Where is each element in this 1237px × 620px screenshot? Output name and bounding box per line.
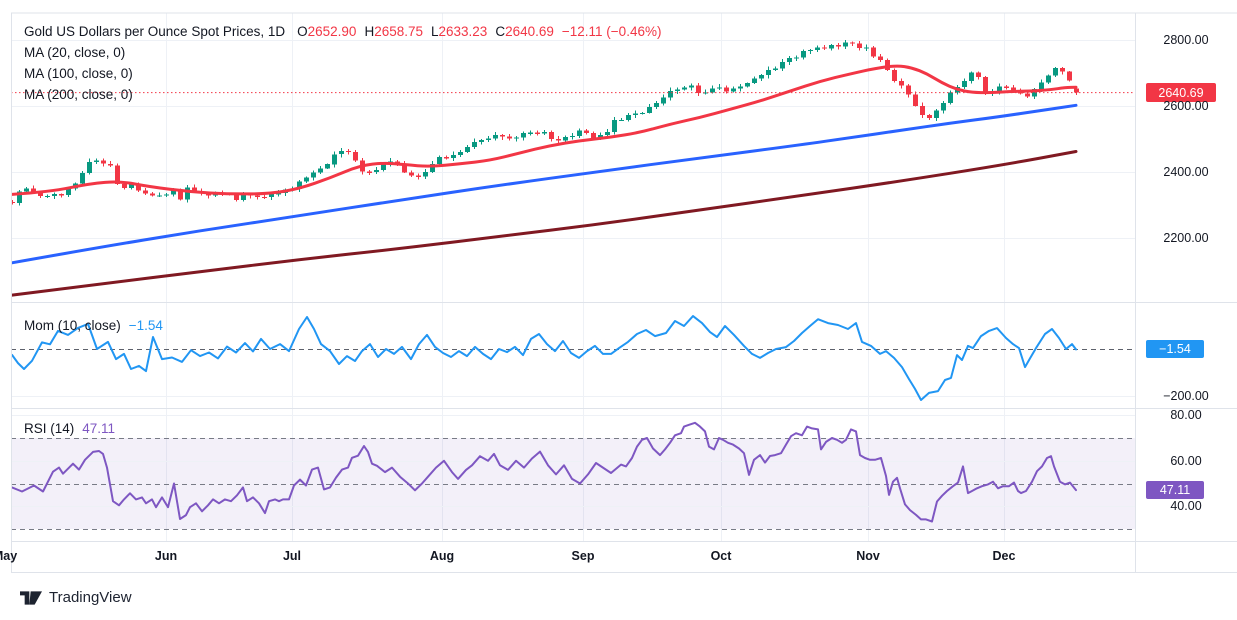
time-axis-label: Oct xyxy=(710,549,732,563)
rsi-axis-label: 40.00 xyxy=(1170,499,1202,514)
time-axis-label: Sep xyxy=(571,549,595,563)
price-axis-label: 2600.00 xyxy=(1163,99,1209,113)
price-axis-label: 2200.00 xyxy=(1163,231,1209,245)
rsi-legend[interactable]: RSI (14) 47.11 xyxy=(24,418,115,439)
main-legend[interactable]: Gold US Dollars per Ounce Spot Prices, 1… xyxy=(24,21,661,105)
last-price-badge: 2640.69 xyxy=(1146,83,1216,103)
tradingview-mark-icon xyxy=(20,590,42,605)
momentum-label: Mom (10, close) xyxy=(24,318,121,333)
ohlc-open: O 2652.90 xyxy=(297,24,357,39)
time-axis-label: Dec xyxy=(992,549,1016,563)
ma20-legend[interactable]: MA (20, close, 0) xyxy=(24,45,126,60)
tradingview-logo[interactable]: TradingView xyxy=(20,589,132,606)
time-axis-label: Jun xyxy=(154,549,178,563)
momentum-axis-label: −200.00 xyxy=(1163,389,1209,403)
rsi-value: 47.11 xyxy=(82,421,116,436)
ohlc-low: L 2633.23 xyxy=(431,24,488,39)
ohlc-high: H 2658.75 xyxy=(364,24,423,39)
ma200-legend[interactable]: MA (200, close, 0) xyxy=(24,87,133,102)
time-axis-label: Nov xyxy=(856,549,880,563)
time-axis-label: Jul xyxy=(282,549,302,563)
ma100-legend[interactable]: MA (100, close, 0) xyxy=(24,66,133,81)
momentum-value-badge: −1.54 xyxy=(1146,340,1204,359)
time-axis-label: Aug xyxy=(429,549,455,563)
rsi-axis-label: 60.00 xyxy=(1170,453,1202,468)
change-value: −12.11 (−0.46%) xyxy=(561,24,662,39)
momentum-value: −1.54 xyxy=(128,318,163,333)
ohlc-close: C 2640.69 xyxy=(495,24,554,39)
rsi-axis-label: 80.00 xyxy=(1170,408,1202,423)
time-axis-label: May xyxy=(0,549,18,563)
symbol-title: Gold US Dollars per Ounce Spot Prices, 1… xyxy=(24,24,286,39)
price-axis-label: 2400.00 xyxy=(1163,165,1209,179)
rsi-value-badge: 47.11 xyxy=(1146,481,1204,500)
rsi-label: RSI (14) xyxy=(24,421,75,436)
price-axis-label: 2800.00 xyxy=(1163,33,1209,47)
symbol-legend-row[interactable]: Gold US Dollars per Ounce Spot Prices, 1… xyxy=(24,21,661,42)
momentum-legend[interactable]: Mom (10, close) −1.54 xyxy=(24,315,163,336)
tradingview-logo-text: TradingView xyxy=(49,589,132,606)
